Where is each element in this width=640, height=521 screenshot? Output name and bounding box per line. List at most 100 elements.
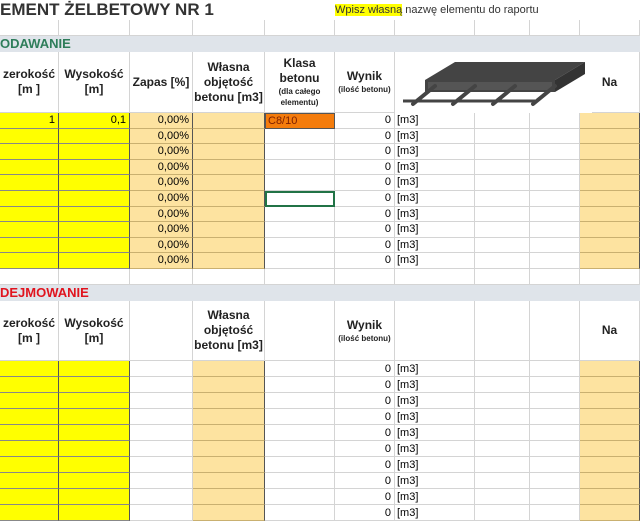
- cell[interactable]: [530, 361, 580, 377]
- name-hint[interactable]: Wpisz własną nazwę elementu do raportu: [335, 4, 539, 16]
- name-input[interactable]: [580, 473, 640, 489]
- width-input[interactable]: [0, 191, 59, 207]
- cell[interactable]: [395, 20, 475, 36]
- own-volume-input[interactable]: [193, 425, 265, 441]
- selected-cell[interactable]: [265, 191, 335, 207]
- concrete-class[interactable]: [265, 253, 335, 269]
- cell[interactable]: [475, 237, 530, 254]
- column-header[interactable]: Wynik (ilość betonu): [335, 52, 395, 113]
- reserve-percent[interactable]: 0,00%: [130, 191, 193, 207]
- own-volume-input[interactable]: [193, 144, 265, 160]
- concrete-class[interactable]: [265, 159, 335, 176]
- concrete-class[interactable]: [265, 457, 335, 473]
- cell[interactable]: [530, 159, 580, 176]
- name-input[interactable]: [580, 441, 640, 457]
- cell[interactable]: [130, 20, 193, 36]
- reserve-percent[interactable]: 0,00%: [130, 237, 193, 254]
- concrete-class[interactable]: [265, 489, 335, 505]
- cell[interactable]: [59, 20, 130, 36]
- height-input[interactable]: [59, 361, 130, 377]
- width-input[interactable]: [0, 175, 59, 191]
- concrete-class[interactable]: [265, 473, 335, 489]
- width-input[interactable]: [0, 237, 59, 254]
- name-input[interactable]: [580, 144, 640, 160]
- reserve-percent[interactable]: 0,00%: [130, 128, 193, 145]
- column-header[interactable]: Zapas [%]: [130, 52, 193, 113]
- width-input[interactable]: [0, 473, 59, 489]
- name-input[interactable]: [580, 361, 640, 377]
- cell[interactable]: [530, 425, 580, 441]
- cell[interactable]: [475, 144, 530, 160]
- column-header[interactable]: [130, 301, 193, 361]
- concrete-class[interactable]: [265, 206, 335, 223]
- concrete-class[interactable]: [265, 441, 335, 457]
- own-volume-input[interactable]: [193, 457, 265, 473]
- reserve-percent[interactable]: [130, 441, 193, 457]
- concrete-class[interactable]: [265, 175, 335, 191]
- cell[interactable]: [475, 253, 530, 269]
- cell[interactable]: [530, 473, 580, 489]
- cell[interactable]: [193, 269, 265, 285]
- name-input[interactable]: [580, 175, 640, 191]
- concrete-class[interactable]: [265, 409, 335, 425]
- concrete-class[interactable]: [265, 361, 335, 377]
- concrete-class[interactable]: [265, 128, 335, 145]
- cell[interactable]: [475, 425, 530, 441]
- height-input[interactable]: [59, 425, 130, 441]
- cell[interactable]: [265, 20, 335, 36]
- cell[interactable]: [530, 206, 580, 223]
- width-input[interactable]: [0, 425, 59, 441]
- width-input[interactable]: [0, 361, 59, 377]
- cell[interactable]: [530, 222, 580, 238]
- reserve-percent[interactable]: [130, 393, 193, 409]
- width-input[interactable]: [0, 377, 59, 393]
- cell[interactable]: [475, 269, 530, 285]
- column-header[interactable]: Własna objętość betonu [m3]: [193, 52, 265, 113]
- cell[interactable]: [530, 489, 580, 505]
- concrete-class[interactable]: [265, 393, 335, 409]
- height-input[interactable]: [59, 409, 130, 425]
- column-header[interactable]: [395, 301, 475, 361]
- cell[interactable]: [530, 393, 580, 409]
- height-input[interactable]: [59, 393, 130, 409]
- concrete-class[interactable]: [265, 377, 335, 393]
- height-input[interactable]: [59, 206, 130, 223]
- cell[interactable]: [530, 457, 580, 473]
- width-input[interactable]: [0, 222, 59, 238]
- height-input[interactable]: [59, 505, 130, 521]
- height-input[interactable]: [59, 377, 130, 393]
- cell[interactable]: [530, 409, 580, 425]
- column-header[interactable]: Własna objętość betonu [m3]: [193, 301, 265, 361]
- name-input[interactable]: [580, 253, 640, 269]
- reserve-percent[interactable]: 0,00%: [130, 144, 193, 160]
- cell[interactable]: [265, 269, 335, 285]
- concrete-class[interactable]: [265, 425, 335, 441]
- cell[interactable]: [475, 505, 530, 521]
- cell[interactable]: [59, 269, 130, 285]
- height-input[interactable]: [59, 128, 130, 145]
- width-input[interactable]: [0, 441, 59, 457]
- cell[interactable]: [475, 191, 530, 207]
- cell[interactable]: [475, 206, 530, 223]
- reserve-percent[interactable]: [130, 457, 193, 473]
- own-volume-input[interactable]: [193, 237, 265, 254]
- cell[interactable]: [530, 269, 580, 285]
- width-input[interactable]: [0, 253, 59, 269]
- own-volume-input[interactable]: [193, 505, 265, 521]
- cell[interactable]: [475, 113, 530, 129]
- reserve-percent[interactable]: 0,00%: [130, 113, 193, 129]
- height-input[interactable]: 0,1: [59, 113, 130, 129]
- height-input[interactable]: [59, 237, 130, 254]
- name-input[interactable]: [580, 425, 640, 441]
- cell[interactable]: [530, 377, 580, 393]
- cell[interactable]: [530, 144, 580, 160]
- name-input[interactable]: [580, 206, 640, 223]
- reserve-percent[interactable]: 0,00%: [130, 206, 193, 223]
- reserve-percent[interactable]: 0,00%: [130, 159, 193, 176]
- cell[interactable]: [580, 20, 640, 36]
- cell[interactable]: [0, 269, 59, 285]
- width-input[interactable]: [0, 457, 59, 473]
- height-input[interactable]: [59, 489, 130, 505]
- name-input[interactable]: [580, 505, 640, 521]
- own-volume-input[interactable]: [193, 113, 265, 129]
